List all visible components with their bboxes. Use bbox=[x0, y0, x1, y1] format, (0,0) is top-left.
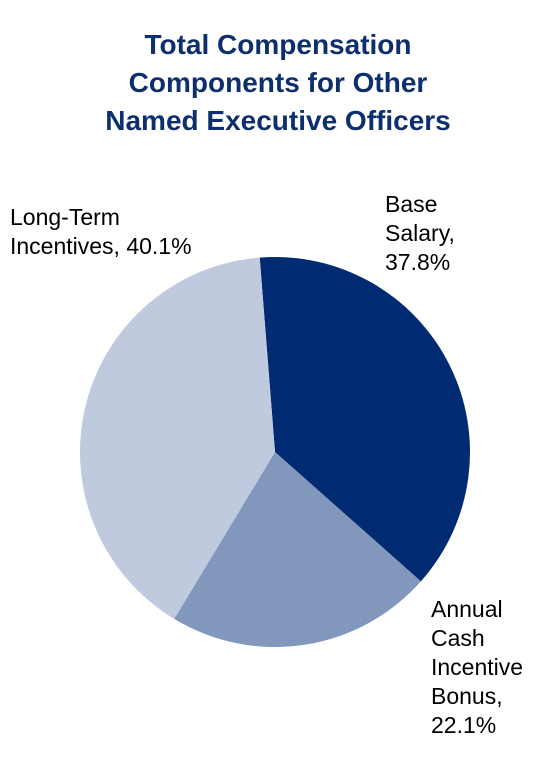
slice-label-line: Base bbox=[385, 191, 438, 217]
slice-label-line: Annual bbox=[431, 596, 503, 622]
slice-label-line: Salary, bbox=[385, 220, 455, 246]
pie-slice-annual-cash-incentive-bonus bbox=[174, 452, 421, 647]
slice-label-line: Incentives, 40.1% bbox=[10, 233, 192, 259]
slice-label-annual-cash-incentive-bonus: Annual Cash Incentive Bonus, 22.1% bbox=[431, 595, 523, 740]
pie-slice-long-term-incentives bbox=[80, 257, 275, 619]
chart-title-line: Named Executive Officers bbox=[105, 105, 451, 136]
slice-label-long-term-incentives: Long-Term Incentives, 40.1% bbox=[10, 203, 192, 261]
slice-label-line: Bonus, bbox=[431, 683, 503, 709]
slice-label-base-salary: Base Salary, 37.8% bbox=[385, 190, 455, 277]
chart-title: Total Compensation Components for Other … bbox=[0, 26, 556, 140]
slice-label-line: Long-Term bbox=[10, 204, 120, 230]
chart-title-line: Total Compensation bbox=[144, 29, 412, 60]
pie-slice-base-salary bbox=[259, 256, 471, 582]
chart-title-line: Components for Other bbox=[128, 67, 428, 98]
slice-label-line: Cash bbox=[431, 625, 485, 651]
slice-label-line: 37.8% bbox=[385, 249, 451, 275]
slice-label-line: 22.1% bbox=[431, 712, 497, 738]
slice-label-line: Incentive bbox=[431, 654, 524, 680]
